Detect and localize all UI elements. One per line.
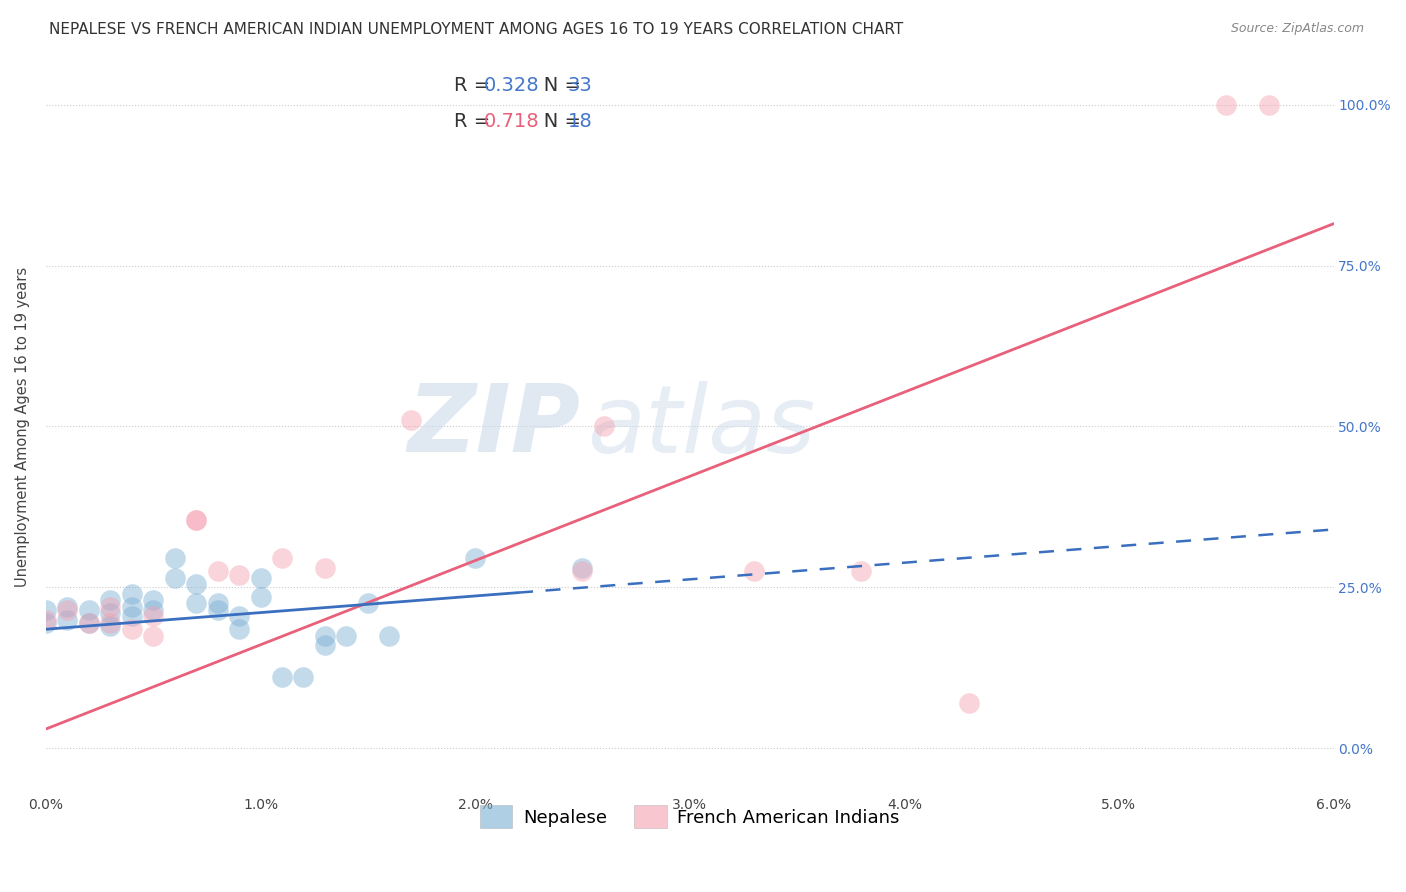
- Point: [163, 551, 186, 566]
- Point: [571, 564, 593, 578]
- Point: [571, 561, 593, 575]
- Point: [207, 597, 229, 611]
- Point: [142, 603, 165, 617]
- Point: [56, 613, 79, 627]
- Point: [77, 615, 100, 630]
- Point: [207, 603, 229, 617]
- Point: [399, 413, 422, 427]
- Y-axis label: Unemployment Among Ages 16 to 19 years: Unemployment Among Ages 16 to 19 years: [15, 267, 30, 587]
- Text: 33: 33: [568, 76, 592, 95]
- Point: [121, 622, 143, 636]
- Point: [98, 606, 121, 620]
- Text: Source: ZipAtlas.com: Source: ZipAtlas.com: [1230, 22, 1364, 36]
- Point: [464, 551, 486, 566]
- Point: [56, 603, 79, 617]
- Point: [121, 609, 143, 624]
- Point: [142, 629, 165, 643]
- Text: R =: R =: [454, 112, 496, 131]
- Point: [335, 629, 357, 643]
- Point: [186, 513, 208, 527]
- Point: [207, 564, 229, 578]
- Point: [742, 564, 765, 578]
- Point: [35, 613, 58, 627]
- Point: [271, 551, 294, 566]
- Point: [77, 615, 100, 630]
- Point: [98, 615, 121, 630]
- Point: [593, 419, 616, 434]
- Point: [121, 599, 143, 614]
- Point: [142, 609, 165, 624]
- Point: [249, 571, 271, 585]
- Point: [957, 696, 980, 710]
- Legend: Nepalese, French American Indians: Nepalese, French American Indians: [472, 798, 907, 836]
- Point: [228, 622, 250, 636]
- Text: ZIP: ZIP: [408, 381, 581, 473]
- Point: [163, 571, 186, 585]
- Point: [186, 597, 208, 611]
- Point: [98, 593, 121, 607]
- Point: [186, 577, 208, 591]
- Point: [121, 587, 143, 601]
- Point: [142, 593, 165, 607]
- Point: [35, 603, 58, 617]
- Point: [228, 609, 250, 624]
- Point: [98, 599, 121, 614]
- Text: 18: 18: [568, 112, 592, 131]
- Point: [228, 567, 250, 582]
- Point: [314, 561, 336, 575]
- Point: [35, 615, 58, 630]
- Text: atlas: atlas: [586, 381, 815, 472]
- Text: 0.328: 0.328: [484, 76, 540, 95]
- Point: [314, 629, 336, 643]
- Point: [271, 671, 294, 685]
- Point: [851, 564, 873, 578]
- Point: [314, 638, 336, 652]
- Text: N =: N =: [524, 76, 588, 95]
- Point: [292, 671, 315, 685]
- Point: [357, 597, 380, 611]
- Point: [56, 599, 79, 614]
- Text: 0.718: 0.718: [484, 112, 540, 131]
- Text: R =: R =: [454, 76, 496, 95]
- Text: N =: N =: [524, 112, 588, 131]
- Point: [249, 590, 271, 604]
- Point: [186, 513, 208, 527]
- Point: [77, 603, 100, 617]
- Point: [1258, 97, 1281, 112]
- Point: [1215, 97, 1237, 112]
- Text: NEPALESE VS FRENCH AMERICAN INDIAN UNEMPLOYMENT AMONG AGES 16 TO 19 YEARS CORREL: NEPALESE VS FRENCH AMERICAN INDIAN UNEMP…: [49, 22, 904, 37]
- Point: [98, 619, 121, 633]
- Point: [378, 629, 401, 643]
